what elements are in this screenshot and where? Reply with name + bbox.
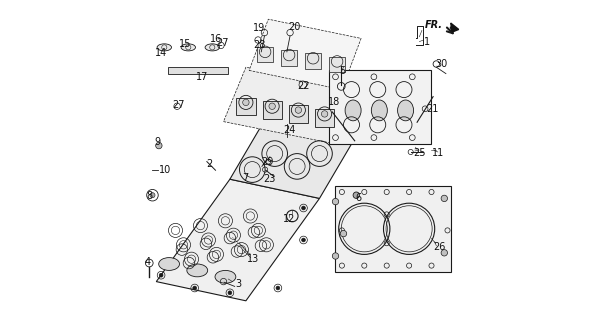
- Text: 19: 19: [253, 23, 265, 33]
- Text: 24: 24: [283, 124, 295, 135]
- Bar: [305, 53, 321, 69]
- Circle shape: [193, 286, 197, 290]
- Polygon shape: [249, 19, 361, 90]
- Text: 21: 21: [426, 104, 438, 114]
- Circle shape: [322, 111, 328, 117]
- Text: 17: 17: [195, 72, 208, 83]
- Ellipse shape: [157, 44, 172, 51]
- Text: 7: 7: [242, 172, 248, 183]
- Circle shape: [341, 230, 347, 237]
- Circle shape: [441, 250, 447, 256]
- Text: 18: 18: [328, 97, 340, 107]
- Circle shape: [276, 286, 280, 290]
- Circle shape: [441, 195, 447, 202]
- Circle shape: [302, 206, 305, 210]
- Ellipse shape: [215, 270, 236, 283]
- Polygon shape: [451, 23, 459, 32]
- Polygon shape: [230, 125, 351, 198]
- Circle shape: [332, 198, 339, 205]
- Text: 2: 2: [206, 159, 212, 169]
- Polygon shape: [336, 186, 451, 272]
- Text: 20: 20: [288, 22, 300, 32]
- Bar: [289, 105, 308, 123]
- Text: 28: 28: [253, 40, 265, 51]
- Ellipse shape: [205, 44, 220, 51]
- Text: 1: 1: [424, 36, 430, 47]
- Text: 4: 4: [144, 257, 151, 267]
- Text: 13: 13: [247, 253, 259, 264]
- Text: 22: 22: [297, 81, 310, 91]
- Text: 8: 8: [146, 191, 152, 201]
- Ellipse shape: [371, 100, 387, 121]
- Circle shape: [332, 253, 339, 259]
- Bar: [281, 50, 297, 66]
- Bar: [168, 67, 228, 74]
- Text: 23: 23: [263, 173, 276, 184]
- Bar: [263, 101, 282, 119]
- Text: 15: 15: [179, 39, 191, 49]
- Text: 5: 5: [339, 66, 345, 76]
- Text: 29: 29: [262, 156, 274, 167]
- Circle shape: [269, 103, 276, 109]
- Text: 27: 27: [172, 100, 185, 110]
- Bar: [236, 98, 256, 115]
- Text: 27: 27: [217, 38, 229, 48]
- Text: FR.: FR.: [425, 20, 443, 30]
- Text: 25: 25: [413, 148, 426, 158]
- Circle shape: [302, 238, 305, 242]
- Bar: [329, 57, 345, 72]
- Text: 30: 30: [436, 59, 448, 69]
- Text: 26: 26: [433, 242, 446, 252]
- Ellipse shape: [398, 100, 413, 121]
- Text: 12: 12: [283, 214, 295, 224]
- Text: 11: 11: [432, 148, 444, 158]
- Circle shape: [228, 291, 232, 295]
- Polygon shape: [223, 67, 358, 144]
- Text: 6: 6: [356, 193, 362, 203]
- Circle shape: [159, 273, 163, 277]
- Ellipse shape: [187, 264, 208, 277]
- Text: 14: 14: [155, 48, 167, 58]
- Circle shape: [243, 99, 249, 106]
- Circle shape: [155, 142, 162, 149]
- Ellipse shape: [181, 44, 195, 51]
- Circle shape: [150, 193, 155, 198]
- Bar: [257, 47, 273, 62]
- Text: 16: 16: [211, 34, 223, 44]
- Text: 3: 3: [235, 279, 241, 289]
- Circle shape: [353, 192, 359, 198]
- Circle shape: [295, 107, 302, 113]
- Text: 9: 9: [154, 137, 160, 148]
- Polygon shape: [156, 179, 319, 301]
- Text: 10: 10: [159, 165, 171, 175]
- Bar: [315, 109, 334, 127]
- Polygon shape: [329, 70, 432, 144]
- Ellipse shape: [345, 100, 361, 121]
- Ellipse shape: [158, 258, 180, 270]
